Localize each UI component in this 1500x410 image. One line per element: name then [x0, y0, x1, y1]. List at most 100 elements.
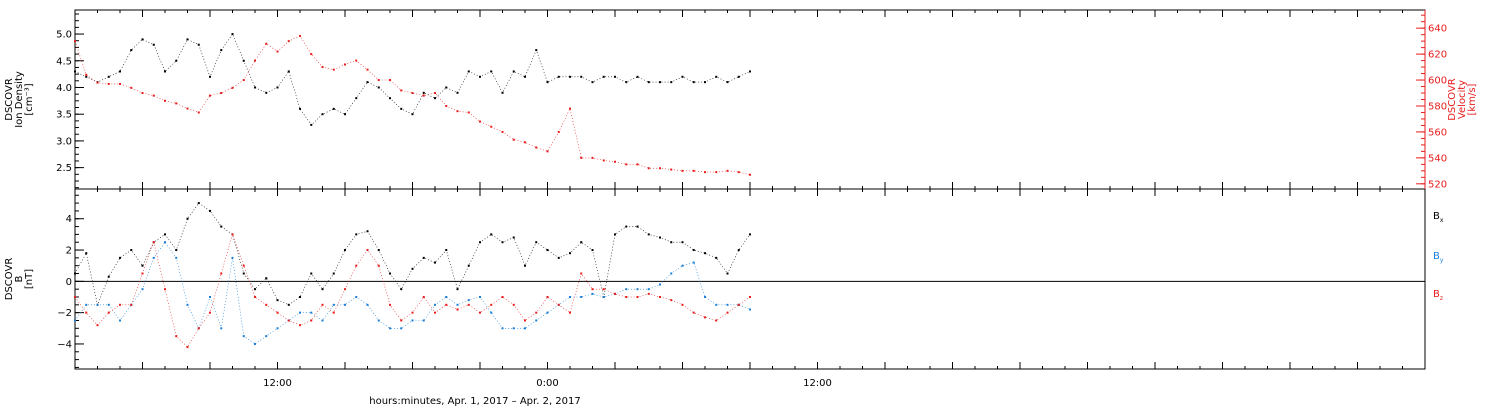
- bz-point: [321, 303, 324, 306]
- bz-point: [197, 327, 200, 330]
- density-point: [287, 70, 290, 73]
- bx-point: [119, 256, 121, 259]
- bx-point: [726, 272, 729, 275]
- velocity-point: [209, 94, 211, 97]
- density-point: [107, 75, 110, 78]
- density-point: [344, 113, 346, 116]
- bx-point: [715, 256, 718, 259]
- velocity-point: [692, 169, 695, 172]
- bx-point: [107, 275, 110, 278]
- velocity-point: [704, 171, 706, 174]
- bz-point: [704, 316, 706, 319]
- by-point: [164, 241, 166, 244]
- by-point: [85, 303, 88, 306]
- density-point: [647, 81, 650, 84]
- density-y-tick-label: 4.0: [56, 83, 72, 94]
- by-point: [512, 327, 515, 330]
- density-point: [625, 81, 628, 84]
- bz-point: [220, 272, 223, 275]
- bx-point: [321, 288, 324, 291]
- velocity-point: [535, 146, 538, 149]
- by-point: [602, 296, 605, 298]
- velocity-point: [422, 94, 425, 97]
- bz-point: [445, 303, 448, 306]
- velocity-trace: [74, 35, 751, 175]
- velocity-y-tick-label: 520: [1428, 179, 1447, 190]
- by-point: [692, 261, 695, 264]
- by-point: [422, 319, 425, 322]
- velocity-y-label-line: [km/s]: [1467, 83, 1478, 115]
- density-y-tick-label: 3.0: [56, 136, 72, 147]
- density-point: [490, 70, 493, 73]
- bfield-y-label-line: DSCOVR: [4, 258, 15, 301]
- density-y-tick-label: 2.5: [56, 163, 72, 174]
- bx-point: [400, 288, 403, 291]
- by-point: [569, 296, 571, 298]
- velocity-point: [175, 102, 178, 105]
- by-point: [310, 311, 313, 314]
- density-y-label-line: [cm⁻³]: [24, 83, 35, 115]
- by-point: [119, 319, 121, 322]
- bz-point: [580, 272, 583, 275]
- velocity-point: [479, 120, 481, 123]
- bx-point: [197, 202, 200, 205]
- by-point: [647, 288, 650, 291]
- density-point: [715, 75, 718, 78]
- velocity-y-tick-label: 600: [1428, 76, 1447, 87]
- bx-point: [737, 249, 740, 252]
- density-point: [569, 75, 571, 78]
- x-axis-title: hours:minutes, Apr. 1, 2017 – Apr. 2, 20…: [369, 396, 581, 407]
- velocity-point: [411, 92, 414, 95]
- density-point: [220, 49, 223, 52]
- velocity-y-tick-label: 640: [1428, 24, 1447, 35]
- density-y-tick-label: 3.5: [56, 110, 72, 121]
- density-point: [332, 107, 335, 110]
- bx-point: [636, 225, 639, 228]
- bz-point: [377, 264, 380, 267]
- bz-point: [692, 311, 695, 314]
- density-point: [591, 81, 594, 84]
- by-point: [591, 292, 594, 295]
- bfield-y-tick-label: −2: [57, 308, 72, 319]
- by-point: [704, 296, 706, 298]
- bx-point: [692, 249, 695, 252]
- by-point: [344, 303, 346, 306]
- density-point: [411, 113, 414, 116]
- density-point: [321, 113, 324, 116]
- density-point: [659, 81, 661, 84]
- bx-point: [490, 233, 493, 236]
- velocity-point: [737, 171, 740, 174]
- velocity-point: [726, 169, 729, 172]
- axis-ticks: [74, 10, 1426, 369]
- bz-point: [524, 319, 526, 322]
- bx-point: [614, 233, 616, 236]
- density-point: [119, 70, 121, 73]
- x-tick-label: 12:00: [803, 378, 832, 389]
- by-point: [467, 299, 470, 302]
- x-tick-label: 0:00: [536, 378, 558, 389]
- density-y-tick-label: 4.5: [56, 56, 72, 67]
- velocity-point: [749, 173, 751, 176]
- bx-point: [287, 303, 290, 306]
- density-point: [141, 38, 144, 41]
- bx-point: [456, 288, 459, 291]
- density-y-tick-label: 5.0: [56, 30, 72, 41]
- velocity-point: [130, 86, 133, 89]
- density-y-label-line: DSCOVR: [4, 78, 15, 121]
- velocity-y-tick-label: 620: [1428, 50, 1447, 61]
- bx-point: [422, 256, 425, 259]
- velocity-point: [96, 81, 99, 84]
- bz-point: [310, 319, 313, 322]
- by-point: [389, 327, 391, 330]
- bz-point: [400, 319, 403, 322]
- velocity-y-tick-label: 560: [1428, 127, 1447, 138]
- bz-point: [569, 311, 571, 314]
- density-point: [636, 75, 639, 78]
- density-point: [366, 81, 369, 84]
- bx-trace: [74, 202, 751, 306]
- by-point: [659, 283, 661, 286]
- velocity-point: [580, 156, 583, 159]
- density-point: [602, 75, 605, 78]
- bfield-y-label-line: [nT]: [24, 269, 35, 289]
- bx-point: [299, 296, 301, 298]
